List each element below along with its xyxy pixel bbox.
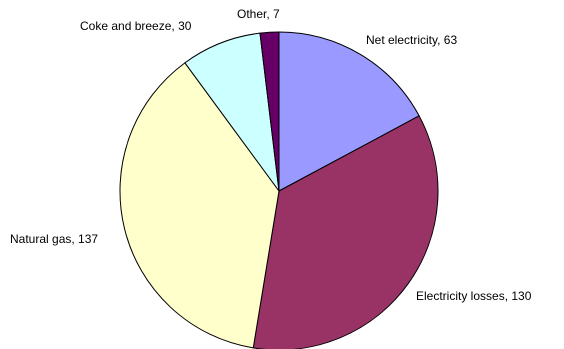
pie-slice-natural-gas <box>119 62 280 349</box>
pie-slice-net-electricity <box>278 31 420 192</box>
slice-label-other: Other, 7 <box>237 7 280 21</box>
slice-label-coke-and-breeze: Coke and breeze, 30 <box>80 19 192 33</box>
slice-label-electricity-losses: Electricity losses, 130 <box>416 289 532 303</box>
pie-slices <box>119 31 439 349</box>
slice-label-natural-gas: Natural gas, 137 <box>10 232 98 246</box>
pie-slice-other <box>259 31 280 192</box>
slice-label-net-electricity: Net electricity, 63 <box>366 33 457 47</box>
pie-labels: Net electricity, 63 Electricity losses, … <box>10 7 532 303</box>
